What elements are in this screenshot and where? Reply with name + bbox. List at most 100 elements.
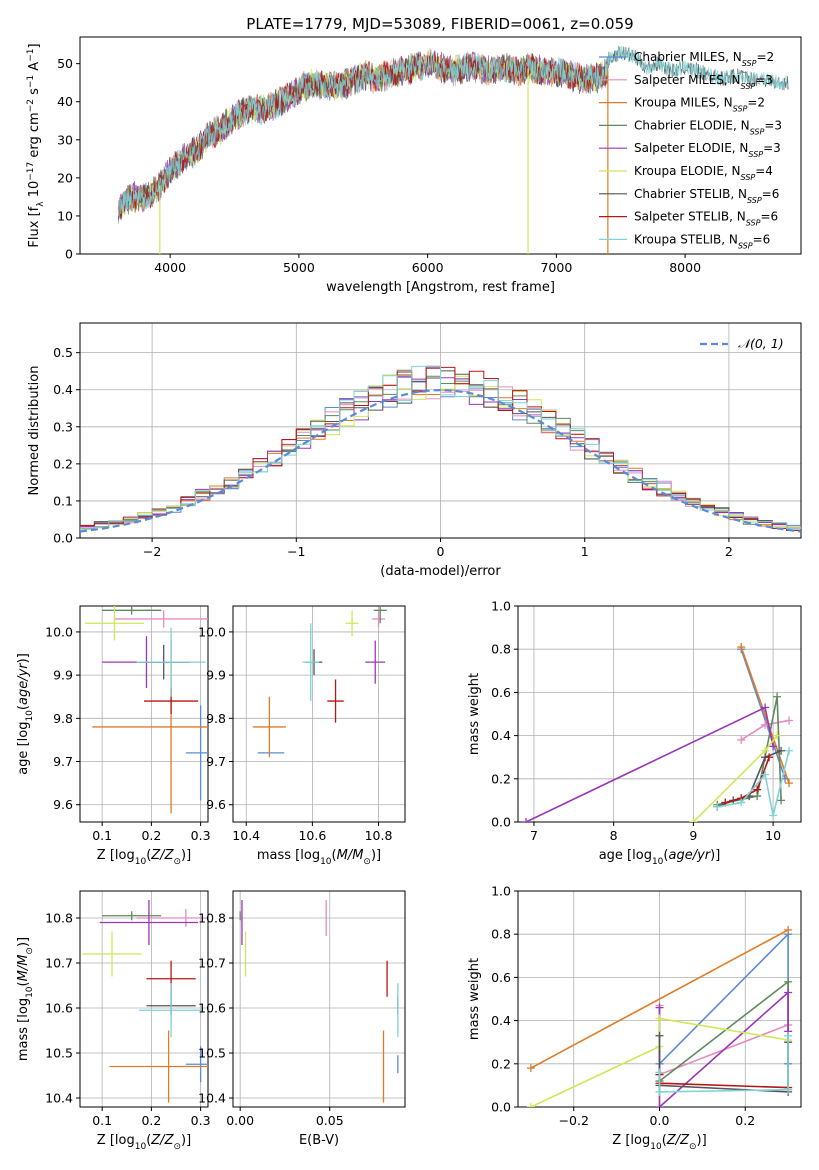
x-tick-label: 8000: [669, 260, 701, 275]
x-tick-label: 10.6: [298, 828, 326, 843]
legend-sub: SSP: [738, 241, 753, 250]
weight-line: [658, 1005, 789, 1076]
label-part: age [: [16, 741, 31, 774]
legend-count: =6: [753, 232, 771, 246]
weight-marker: [769, 742, 778, 751]
x-tick-label: 0: [437, 544, 445, 559]
plot-area: [521, 643, 794, 822]
y-tick-label: 0.6: [491, 970, 511, 985]
x-tick-label: −2: [143, 544, 161, 559]
legend-text: Chabrier ELODIE, N: [634, 118, 750, 132]
plot-layer: 4000 5000 6000 7000 800001020304050wavelengt…: [16, 36, 802, 1152]
label-part: 10: [650, 1142, 662, 1152]
label-part: wavelength [Angstrom, rest frame]: [326, 280, 555, 295]
plot-area: [118, 45, 789, 254]
y-tick-label: 0.0: [491, 1100, 511, 1115]
label-part: (: [663, 848, 668, 863]
weight-line: [658, 1035, 789, 1093]
axes-frame: [232, 890, 406, 1108]
legend-label: Kroupa STELIB, NSSP=6: [634, 232, 770, 250]
label-part: 10: [25, 986, 35, 998]
weight-marker: [753, 785, 762, 794]
x-tick-label: −1: [287, 544, 305, 559]
chart-age-vs-Z: 0.1 0.2 0.39.69.79.89.910.0Z [log10(Z/Z⊙)]…: [16, 605, 211, 867]
label-part: 10: [135, 857, 147, 867]
weight-marker: [784, 1031, 793, 1040]
legend-label: Kroupa ELODIE, NSSP=4: [634, 164, 773, 182]
legend-sub: SSP: [747, 195, 762, 204]
x-tick-label: 7000: [540, 260, 572, 275]
label-part: Z [: [97, 1133, 115, 1148]
legend-text: Kroupa STELIB, N: [634, 232, 738, 246]
legend-label: Chabrier MILES, NSSP=2: [634, 50, 774, 68]
y-tick-label: 0.8: [491, 642, 511, 657]
y-tick-label: 1.0: [491, 599, 511, 614]
normal-curve: [80, 388, 801, 533]
chart-age-vs-mass: 10.4 10.6 10.8 9.6 9.7 9.8 9.9 10.0 mass [log10(…: [198, 605, 406, 867]
legend-sub: SSP: [746, 218, 761, 227]
y-tick-label: 0.4: [53, 382, 73, 397]
label-part: log: [16, 722, 31, 742]
label-part: log: [632, 848, 652, 863]
weight-marker: [777, 796, 786, 805]
legend-count: =3: [763, 141, 781, 155]
axes-frame: [79, 890, 209, 1108]
legend-text: Salpeter STELIB, N: [634, 210, 746, 224]
weight-marker: [777, 746, 786, 755]
legend-label: Salpeter ELODIE, NSSP=3: [634, 141, 781, 159]
label-part: 10: [27, 181, 42, 202]
y-tick-label: 0.0: [491, 815, 511, 830]
axes-frame: [79, 605, 209, 823]
label-part: mass weight: [467, 958, 482, 1040]
chart-mass-vs-EBV: 0.00 0.05 10.4 10.5 10.6 10.7 10.8 E(B-V): [198, 890, 406, 1148]
y-tick-label: 10.8: [198, 911, 226, 926]
y-tick-label: 50: [57, 56, 73, 71]
label-part: E(B-V): [299, 1133, 339, 1148]
label-part: )]: [16, 937, 31, 947]
label-part: Z [: [612, 1133, 630, 1148]
weight-marker: [784, 988, 793, 997]
axes-frame: [517, 605, 802, 823]
label-part: log: [16, 998, 31, 1018]
y-tick-label: 9.7: [53, 754, 73, 769]
label-part: s: [27, 88, 42, 99]
legend-label: Salpeter MILES, NSSP=3: [634, 73, 773, 91]
y-tick-label: 9.8: [206, 711, 226, 726]
legend-text: Salpeter ELODIE, N: [634, 141, 748, 155]
label-part: Z/Z: [666, 1133, 690, 1148]
legend-text: Chabrier MILES, N: [634, 50, 742, 64]
label-part: Z/Z: [150, 1133, 174, 1148]
y-tick-label: 0.2: [53, 456, 73, 471]
axes-frame: [79, 36, 802, 255]
label-part: erg cm: [27, 112, 42, 161]
label-part: )]: [371, 848, 381, 863]
x-tick-label: 6000: [412, 260, 444, 275]
label-part: age/yr: [668, 848, 711, 863]
label-part: mass [: [16, 1018, 31, 1061]
x-tick-label: 1: [581, 544, 589, 559]
label-part: log: [115, 1133, 135, 1148]
label-part: (: [16, 705, 31, 710]
x-tick-label: 0.3: [191, 1113, 211, 1128]
legend-label: Salpeter STELIB, NSSP=6: [634, 210, 778, 228]
label-part: )]: [16, 653, 31, 663]
weight-line: [740, 646, 790, 784]
label-part: 10: [135, 1142, 147, 1152]
hist-step: [80, 365, 801, 530]
label-part: log: [115, 848, 135, 863]
legend-text: Kroupa ELODIE, N: [634, 164, 741, 178]
weight-marker: [761, 703, 770, 712]
y-tick-label: 0.3: [53, 419, 73, 434]
y-axis-label: Flux [fλ 10−17 erg cm−2 s−1 A−1]: [26, 43, 46, 247]
label-part: −17: [26, 162, 36, 181]
label-part: Normed distribution: [27, 366, 42, 496]
y-tick-label: 10.5: [198, 1046, 226, 1061]
legend-count: =6: [762, 187, 780, 201]
legend-sub: SSP: [741, 173, 756, 182]
legend-count: =4: [755, 164, 773, 178]
plot-area: [239, 900, 399, 1103]
weight-marker: [761, 770, 770, 779]
plot-area: [82, 900, 208, 1103]
label-part: (: [16, 981, 31, 986]
